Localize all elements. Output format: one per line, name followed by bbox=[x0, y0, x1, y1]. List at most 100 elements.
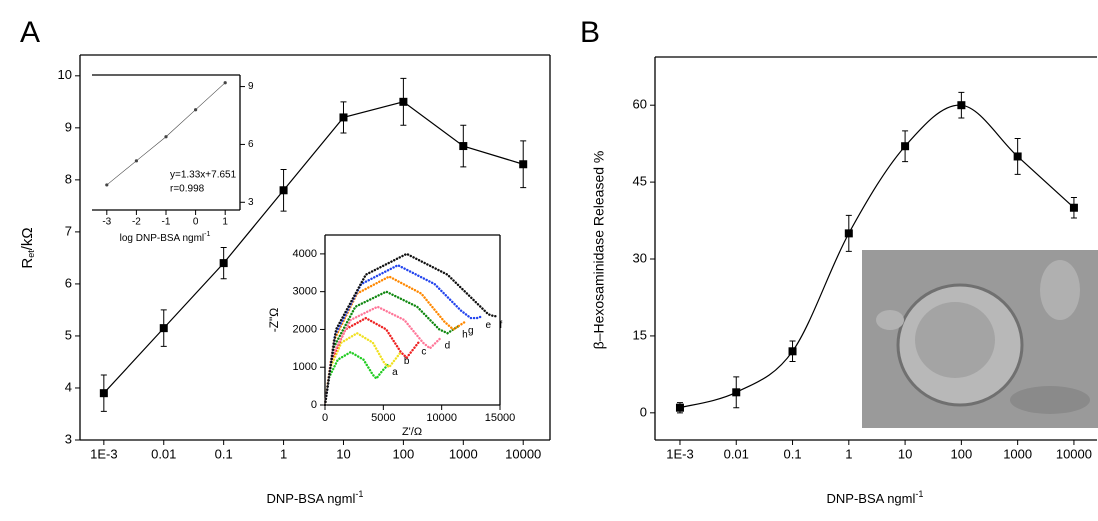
y-axis-label: Ret/kΩ bbox=[19, 227, 36, 268]
y-tick-label: 9 bbox=[65, 119, 72, 134]
y-tick-label: 0 bbox=[311, 399, 317, 411]
x-axis-label: DNP-BSA ngml-1 bbox=[267, 489, 364, 506]
y-tick-label: 30 bbox=[633, 250, 647, 265]
data-point bbox=[519, 160, 528, 169]
data-line bbox=[323, 263, 484, 407]
data-line bbox=[323, 290, 461, 407]
data-line bbox=[103, 101, 524, 394]
data-point bbox=[105, 183, 109, 187]
x-tick-label: 0 bbox=[193, 217, 199, 228]
x-tick-label: 100 bbox=[951, 446, 973, 461]
y-tick-label: 6 bbox=[65, 275, 72, 290]
x-tick-label: -2 bbox=[132, 217, 141, 228]
x-tick-label: 1 bbox=[222, 217, 228, 228]
data-line bbox=[323, 305, 443, 407]
data-point bbox=[675, 403, 684, 412]
annotation: y=1.33x+7.651 bbox=[170, 170, 237, 181]
y-tick-label: 10 bbox=[58, 67, 72, 82]
y-axis-label-part: R bbox=[19, 258, 36, 269]
data-point bbox=[134, 159, 138, 163]
x-tick-label: 1E-3 bbox=[666, 446, 693, 461]
x-tick-label: 1 bbox=[845, 446, 852, 461]
y-axis-label-part: /kΩ bbox=[19, 227, 36, 250]
x-axis-label: DNP-BSA ngml-1 bbox=[827, 489, 924, 506]
x-axis-label-part: -1 bbox=[204, 231, 210, 238]
x-tick-label: 0.01 bbox=[151, 446, 176, 461]
curve-label: g bbox=[468, 326, 474, 337]
x-tick-label: 1000 bbox=[1003, 446, 1032, 461]
x-tick-label: 0.1 bbox=[215, 446, 233, 461]
data-point bbox=[901, 142, 910, 151]
curve-label: c bbox=[421, 346, 426, 357]
y-axis-label: -Z"Ω bbox=[267, 308, 281, 333]
x-tick-label: -3 bbox=[102, 217, 111, 228]
x-axis-label-part: log DNP-BSA ngml bbox=[120, 233, 204, 244]
data-point bbox=[339, 113, 348, 122]
data-point bbox=[788, 347, 797, 356]
y-tick-label: 7 bbox=[65, 223, 72, 238]
y-tick-label: 4000 bbox=[293, 248, 317, 260]
curve-label: d bbox=[445, 341, 451, 352]
y-tick-label: 2000 bbox=[293, 323, 317, 335]
x-axis-label: Z'/Ω bbox=[402, 426, 422, 438]
data-point bbox=[219, 259, 228, 268]
x-tick-label: -1 bbox=[162, 217, 171, 228]
x-tick-label: 5000 bbox=[371, 412, 395, 424]
x-tick-label: 0.01 bbox=[724, 446, 749, 461]
y-tick-label: 0 bbox=[640, 404, 647, 419]
data-point bbox=[1069, 203, 1078, 212]
curve-label: f bbox=[500, 320, 503, 331]
y-axis-label: β–Hexosaminidase Released % bbox=[591, 151, 607, 350]
data-line bbox=[323, 331, 403, 407]
annotation: r=0.998 bbox=[170, 184, 205, 195]
data-point bbox=[459, 142, 468, 151]
sem-photo bbox=[862, 250, 1098, 428]
data-point bbox=[99, 389, 108, 398]
y-tick-label: 6 bbox=[248, 139, 254, 150]
data-line bbox=[679, 104, 1075, 409]
y-tick-label: 15 bbox=[633, 327, 647, 342]
y-tick-label: 45 bbox=[633, 174, 647, 189]
x-tick-label: 10 bbox=[898, 446, 912, 461]
data-point bbox=[1013, 152, 1022, 161]
curve-label: a bbox=[392, 367, 398, 378]
data-point bbox=[164, 135, 168, 139]
y-tick-label: 3 bbox=[248, 197, 254, 208]
data-point bbox=[957, 101, 966, 110]
inset-background bbox=[325, 235, 500, 405]
x-tick-label: 10000 bbox=[505, 446, 541, 461]
y-tick-label: 3000 bbox=[293, 286, 317, 298]
curve-label: h bbox=[462, 329, 468, 340]
x-tick-label: 100 bbox=[393, 446, 415, 461]
panel-label: B bbox=[580, 16, 600, 49]
curve-label: b bbox=[404, 356, 410, 367]
y-tick-label: 3 bbox=[65, 431, 72, 446]
x-tick-label: 0.1 bbox=[783, 446, 801, 461]
data-point bbox=[279, 186, 288, 195]
x-axis-label-part: -1 bbox=[355, 489, 363, 499]
x-tick-label: 1 bbox=[280, 446, 287, 461]
data-point bbox=[732, 388, 741, 397]
data-point bbox=[844, 229, 853, 238]
y-tick-label: 60 bbox=[633, 97, 647, 112]
data-point bbox=[159, 324, 168, 333]
data-line bbox=[323, 252, 498, 407]
x-axis-label-part: -1 bbox=[915, 489, 923, 499]
x-tick-label: 10000 bbox=[426, 412, 457, 424]
y-axis-label-part: et bbox=[26, 250, 36, 258]
x-axis-label: log DNP-BSA ngml-1 bbox=[120, 231, 211, 244]
data-point bbox=[194, 108, 198, 112]
x-axis-label-part: DNP-BSA ngml bbox=[267, 491, 356, 506]
y-tick-label: 4 bbox=[65, 379, 72, 394]
curve-label: e bbox=[486, 320, 492, 331]
data-line bbox=[323, 350, 391, 407]
data-line bbox=[323, 275, 467, 407]
y-tick-label: 9 bbox=[248, 81, 254, 92]
y-tick-label: 5 bbox=[65, 327, 72, 342]
x-tick-label: 0 bbox=[322, 412, 328, 424]
y-tick-label: 8 bbox=[65, 171, 72, 186]
x-tick-label: 15000 bbox=[485, 412, 516, 424]
x-tick-label: 10 bbox=[336, 446, 350, 461]
x-tick-label: 1E-3 bbox=[90, 446, 117, 461]
